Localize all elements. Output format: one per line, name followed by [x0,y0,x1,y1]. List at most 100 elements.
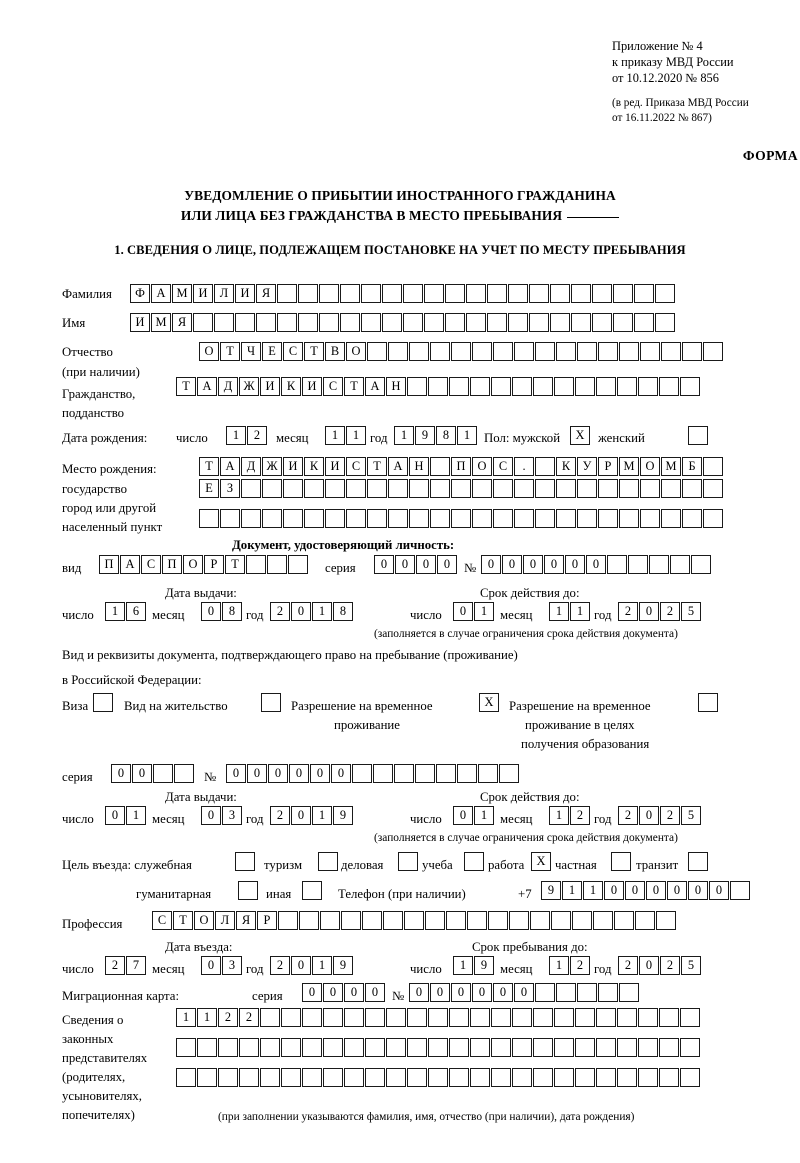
form-cell[interactable]: 0 [639,956,659,975]
form-cell[interactable]: 2 [239,1008,259,1027]
form-cell[interactable] [577,983,597,1002]
form-cell[interactable] [529,313,549,332]
form-cell[interactable] [575,377,595,396]
form-cell[interactable] [386,1038,406,1057]
form-cell[interactable] [575,1068,595,1087]
form-cell[interactable] [596,1068,616,1087]
form-cell[interactable]: X [570,426,590,445]
form-cell[interactable]: И [302,377,322,396]
form-cell[interactable]: 0 [291,806,311,825]
form-cell[interactable] [577,509,597,528]
form-cell[interactable] [403,313,423,332]
form-cell[interactable] [640,509,660,528]
form-cell[interactable]: 2 [570,956,590,975]
form-cell[interactable]: Т [176,377,196,396]
form-cell[interactable]: А [388,457,408,476]
form-cell[interactable] [514,509,534,528]
form-cell[interactable] [193,313,213,332]
form-cell[interactable] [382,313,402,332]
form-cell[interactable]: 9 [474,956,494,975]
form-cell[interactable]: 0 [201,602,221,621]
form-cell[interactable] [176,1068,196,1087]
form-cell[interactable] [533,377,553,396]
form-cell[interactable] [493,509,513,528]
form-cell[interactable]: М [172,284,192,303]
form-cell[interactable] [262,479,282,498]
form-cell[interactable] [575,1038,595,1057]
form-cell[interactable] [346,509,366,528]
form-cell[interactable] [386,1008,406,1027]
form-cell[interactable] [577,479,597,498]
form-cell[interactable] [659,1038,679,1057]
form-cell[interactable] [617,1038,637,1057]
form-cell[interactable]: З [220,479,240,498]
form-cell[interactable] [617,1068,637,1087]
form-cell[interactable] [218,1068,238,1087]
form-cell[interactable]: Р [257,911,277,930]
form-cell[interactable] [535,509,555,528]
form-cell[interactable] [688,426,708,445]
form-cell[interactable]: 1 [453,956,473,975]
form-cell[interactable] [260,1008,280,1027]
form-cell[interactable]: М [619,457,639,476]
form-cell[interactable] [556,983,576,1002]
form-cell[interactable]: 1 [126,806,146,825]
form-cell[interactable] [398,852,418,871]
form-cell[interactable] [404,911,424,930]
form-cell[interactable] [238,881,258,900]
form-cell[interactable]: Р [598,457,618,476]
form-cell[interactable] [514,342,534,361]
form-cell[interactable] [318,852,338,871]
form-cell[interactable] [302,1008,322,1027]
form-cell[interactable]: 2 [618,956,638,975]
form-cell[interactable]: 0 [302,983,322,1002]
form-cell[interactable]: И [130,313,150,332]
form-cell[interactable] [634,313,654,332]
form-cell[interactable]: 0 [565,555,585,574]
legal-rep-grid-row3[interactable] [176,1068,700,1087]
residence-permit-checkbox[interactable] [261,693,281,712]
form-cell[interactable] [277,284,297,303]
form-cell[interactable]: Т [199,457,219,476]
legal-rep-grid-row2[interactable] [176,1038,700,1057]
form-cell[interactable]: В [325,342,345,361]
form-cell[interactable]: 2 [618,806,638,825]
form-cell[interactable]: 1 [176,1008,196,1027]
form-cell[interactable] [323,1038,343,1057]
form-cell[interactable] [619,983,639,1002]
form-cell[interactable]: П [451,457,471,476]
form-cell[interactable]: 0 [331,764,351,783]
form-cell[interactable] [551,911,571,930]
form-cell[interactable] [346,479,366,498]
form-cell[interactable]: С [323,377,343,396]
form-cell[interactable]: К [556,457,576,476]
form-cell[interactable]: 0 [310,764,330,783]
form-cell[interactable]: С [346,457,366,476]
form-cell[interactable] [409,479,429,498]
purpose-work-checkbox[interactable]: X [531,852,551,871]
form-cell[interactable] [593,911,613,930]
form-cell[interactable] [445,284,465,303]
form-cell[interactable] [383,911,403,930]
form-cell[interactable] [367,342,387,361]
form-cell[interactable]: 2 [270,602,290,621]
form-cell[interactable] [682,509,702,528]
form-cell[interactable]: 3 [222,956,242,975]
form-cell[interactable] [512,1068,532,1087]
form-cell[interactable] [472,509,492,528]
form-cell[interactable]: Е [262,342,282,361]
form-cell[interactable]: У [577,457,597,476]
form-cell[interactable]: Я [172,313,192,332]
form-cell[interactable] [344,1068,364,1087]
form-cell[interactable] [386,1068,406,1087]
form-cell[interactable] [661,479,681,498]
form-cell[interactable] [451,342,471,361]
